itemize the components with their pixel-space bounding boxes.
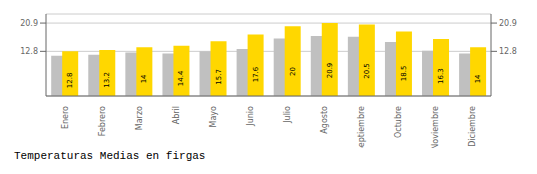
svg-text:Junio: Junio (246, 106, 255, 127)
svg-text:Marzo: Marzo (135, 106, 144, 130)
svg-text:14.4: 14.4 (177, 70, 185, 86)
svg-text:Noviembre: Noviembre (431, 106, 440, 148)
html-text:Temperaturas Medias en firgas: Temperaturas Medias en firgas (14, 150, 206, 162)
svg-text:17.6: 17.6 (252, 66, 260, 82)
svg-text:Diciembre: Diciembre (468, 106, 477, 147)
svg-text:Enero: Enero (61, 106, 70, 129)
svg-text:16.3: 16.3 (437, 68, 445, 84)
svg-text:20.5: 20.5 (363, 63, 371, 79)
svg-text:Febrero: Febrero (98, 106, 107, 136)
svg-text:Agosto: Agosto (320, 106, 329, 134)
svg-text:Septiembre: Septiembre (357, 106, 366, 148)
svg-text:Julio: Julio (283, 106, 292, 124)
svg-text:12.8: 12.8 (20, 47, 38, 56)
svg-text:Octubre: Octubre (394, 106, 403, 138)
svg-text:13.2: 13.2 (103, 72, 111, 88)
svg-text:Mayo: Mayo (209, 106, 218, 128)
svg-text:14: 14 (140, 74, 148, 83)
svg-text:Abril: Abril (172, 106, 181, 124)
svg-text:15.7: 15.7 (215, 69, 223, 85)
svg-text:18.5: 18.5 (400, 66, 408, 82)
svg-text:14: 14 (474, 74, 482, 83)
svg-text:12.8: 12.8 (66, 73, 74, 89)
svg-text:12.8: 12.8 (499, 47, 517, 56)
svg-text:20.9: 20.9 (499, 19, 517, 28)
svg-text:20.9: 20.9 (326, 63, 334, 79)
svg-text:20.9: 20.9 (20, 19, 38, 28)
svg-text:20: 20 (289, 67, 297, 76)
